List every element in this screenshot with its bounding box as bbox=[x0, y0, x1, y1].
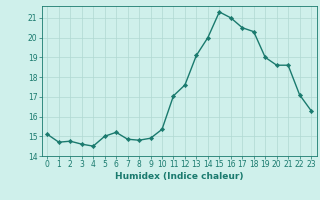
X-axis label: Humidex (Indice chaleur): Humidex (Indice chaleur) bbox=[115, 172, 244, 181]
